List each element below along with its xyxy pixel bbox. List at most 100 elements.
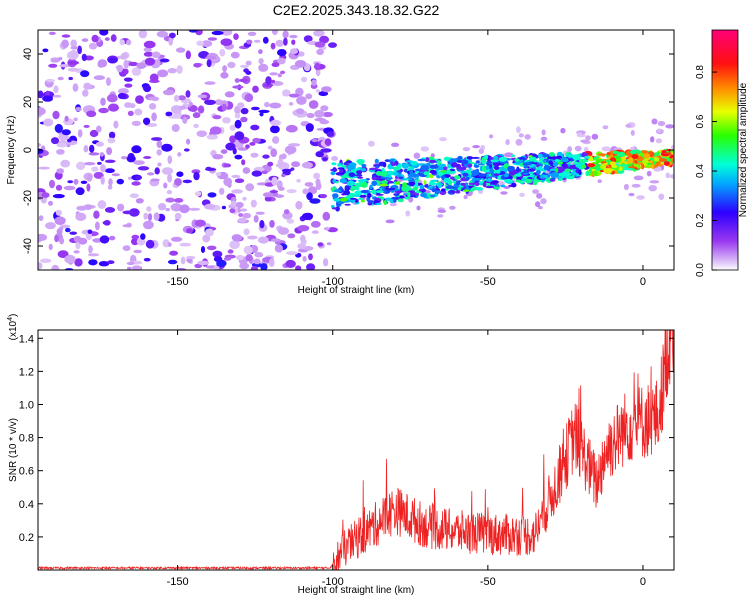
halo-cell <box>420 146 430 152</box>
noise-cell <box>122 210 134 215</box>
signal-cell <box>344 185 349 191</box>
noise-cell <box>322 211 331 221</box>
noise-cell <box>133 249 142 254</box>
signal-cell <box>440 170 448 173</box>
signal-cell <box>457 187 462 191</box>
noise-cell <box>120 53 128 60</box>
noise-cell <box>242 212 252 219</box>
noise-cell <box>167 173 173 183</box>
signal-cell <box>335 206 340 212</box>
signal-cell <box>423 180 427 185</box>
noise-cell <box>209 126 222 135</box>
noise-cell <box>52 110 60 120</box>
signal-cell <box>374 202 382 205</box>
noise-cell <box>131 234 140 240</box>
halo-cell <box>580 139 590 143</box>
noise-cell <box>262 83 274 87</box>
signal-cell <box>524 178 533 184</box>
noise-cell <box>159 58 170 63</box>
signal-cell <box>462 172 469 177</box>
signal-cell <box>436 160 442 166</box>
signal-cell <box>571 154 581 161</box>
noise-cell <box>297 225 310 232</box>
noise-cell <box>124 102 133 108</box>
noise-cell <box>262 154 270 159</box>
noise-cell <box>196 130 208 137</box>
noise-cell <box>328 42 337 48</box>
signal-cell <box>536 169 541 175</box>
signal-cell <box>346 164 356 170</box>
noise-cell <box>272 136 280 144</box>
signal-cell <box>402 178 408 181</box>
noise-cell <box>207 37 218 41</box>
noise-cell <box>107 57 118 64</box>
noise-cell <box>270 148 278 158</box>
noise-cell <box>75 187 85 196</box>
signal-cell <box>450 162 458 168</box>
noise-cell <box>311 230 319 234</box>
noise-cell <box>131 181 141 186</box>
signal-cell <box>429 159 437 164</box>
noise-cell <box>178 105 186 110</box>
signal-cell <box>545 158 549 163</box>
noise-cell <box>151 112 157 122</box>
noise-cell <box>297 51 305 57</box>
noise-cell <box>69 231 77 235</box>
signal-cell <box>541 153 549 158</box>
signal-cell <box>479 181 484 184</box>
signal-cell <box>631 154 639 160</box>
signal-cell <box>335 181 339 184</box>
noise-cell <box>170 236 183 242</box>
noise-cell <box>253 39 261 43</box>
signal-cell <box>467 163 472 168</box>
noise-cell <box>98 107 109 114</box>
signal-cell <box>500 184 506 188</box>
noise-cell <box>262 36 269 44</box>
noise-cell <box>40 258 52 264</box>
signal-cell <box>522 163 531 166</box>
colorbar-bar <box>711 29 739 271</box>
noise-cell <box>212 250 223 258</box>
noise-cell <box>286 251 298 256</box>
signal-cell <box>631 168 637 171</box>
halo-cell <box>519 192 525 197</box>
y-tick-label: 0 <box>22 147 34 153</box>
noise-cell <box>67 180 74 184</box>
signal-cell <box>367 192 372 199</box>
signal-cell <box>620 155 626 162</box>
colorbar-tick-label: 0.0 <box>695 263 706 277</box>
noise-cell <box>168 115 180 119</box>
halo-cell <box>671 144 674 150</box>
noise-cell <box>68 76 73 81</box>
signal-cell <box>360 181 368 188</box>
noise-cell <box>244 93 254 103</box>
noise-cell <box>265 76 272 85</box>
halo-cell <box>625 123 632 128</box>
noise-cell <box>153 212 160 221</box>
noise-cell <box>100 97 106 106</box>
noise-cell <box>174 198 184 203</box>
noise-cell <box>257 236 269 244</box>
noise-cell <box>253 215 259 223</box>
signal-cell <box>491 180 499 184</box>
noise-cell <box>109 235 116 241</box>
noise-cell <box>274 244 283 253</box>
noise-cell <box>113 120 119 129</box>
noise-cell <box>135 198 144 204</box>
noise-cell <box>38 90 44 99</box>
noise-cell <box>282 89 291 97</box>
signal-cell <box>358 197 364 200</box>
signal-cell <box>629 149 637 155</box>
noise-cell <box>147 172 155 176</box>
noise-cell <box>52 194 65 199</box>
halo-cell <box>500 191 508 195</box>
noise-cell <box>177 95 186 101</box>
signal-cell <box>381 167 385 173</box>
noise-cell <box>87 253 100 257</box>
noise-cell <box>121 156 128 160</box>
noise-cell <box>264 196 272 202</box>
halo-cell <box>541 129 546 136</box>
y-tick-label: -20 <box>22 190 34 206</box>
x-tick-label: -150 <box>167 576 189 588</box>
noise-cell <box>197 94 208 99</box>
